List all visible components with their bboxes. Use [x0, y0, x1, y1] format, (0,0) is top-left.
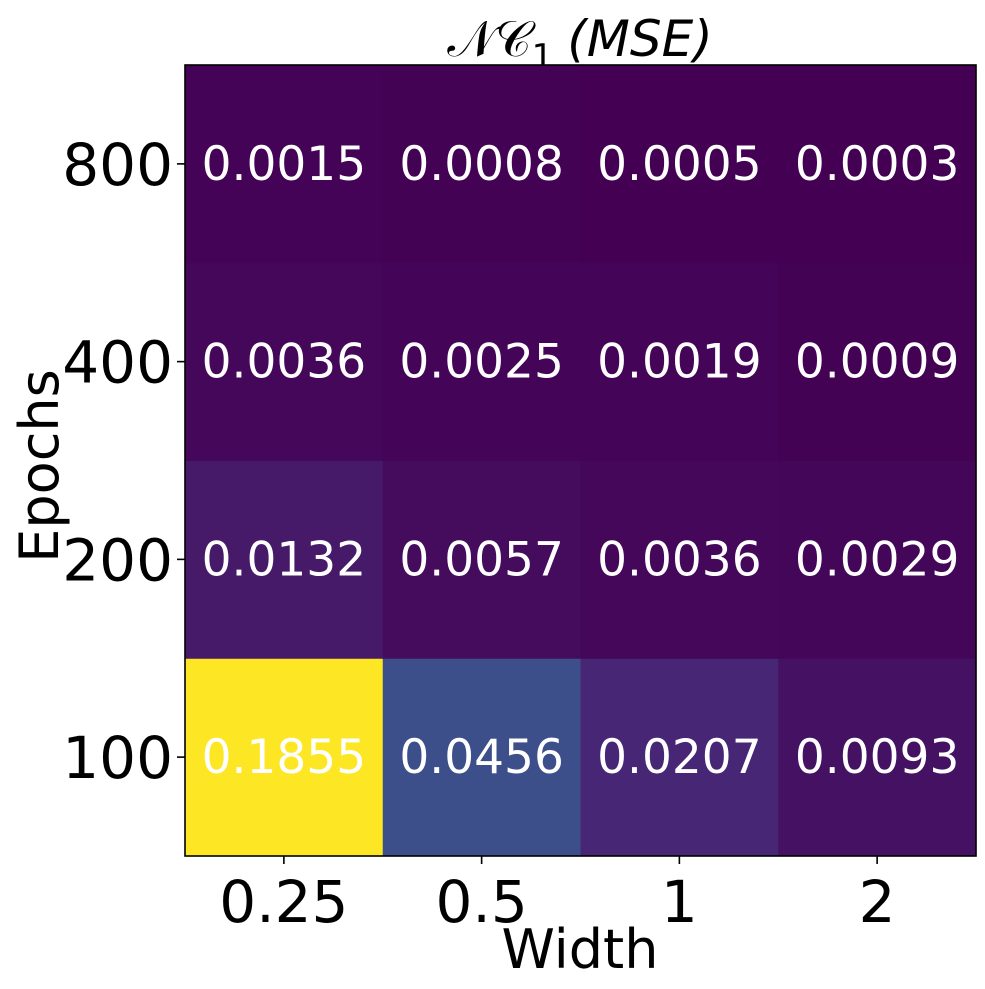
- cell-value-label: 0.0009: [795, 335, 959, 390]
- heatmap-cell: [382, 658, 581, 857]
- x-axis-ticks: 0.25 0.5 1 2: [219, 856, 896, 936]
- heatmap-cell: [580, 460, 779, 659]
- cell-value-label: 0.0005: [597, 137, 761, 192]
- x-axis-label: Width: [502, 918, 659, 981]
- title-paren: (MSE): [567, 10, 712, 68]
- cell-value-label: 0.0025: [399, 335, 563, 390]
- cell-value-label: 0.0008: [399, 137, 563, 192]
- cell-value-label: 0.0036: [597, 532, 761, 587]
- cell-value-label: 0.0036: [202, 335, 366, 390]
- y-axis-label: Epochs: [8, 369, 71, 562]
- cell-value-label: 0.0207: [597, 730, 761, 785]
- title-symbol: 𝒩𝒞: [447, 10, 536, 68]
- heatmap-cell: [778, 460, 977, 659]
- heatmap-cell: [382, 65, 581, 264]
- heatmap-cell: [778, 658, 977, 857]
- y-axis-ticks: 100 200 400 800: [62, 131, 185, 792]
- cell-value-label: 0.0057: [399, 532, 563, 587]
- heatmap-cell: [580, 658, 779, 857]
- x-tick-label: 0.25: [219, 868, 348, 936]
- y-tick-label: 400: [62, 329, 173, 397]
- heatmap-cell: [778, 65, 977, 264]
- y-tick-label: 800: [62, 131, 173, 199]
- heatmap-cell-labels: 0.1855 0.0456 0.0207 0.0093 0.0132 0.0057 0.00…: [202, 137, 960, 785]
- cell-value-label: 0.0456: [399, 730, 563, 785]
- x-tick-label: 1: [661, 868, 698, 936]
- heatmap-cell: [185, 658, 384, 857]
- cell-value-label: 0.0015: [202, 137, 366, 192]
- heatmap-cell: [185, 262, 384, 461]
- heatmap-cell: [382, 262, 581, 461]
- cell-value-label: 0.0003: [795, 137, 959, 192]
- heatmap-cell: [185, 460, 384, 659]
- heatmap-cell: [580, 65, 779, 264]
- heatmap-cell: [382, 460, 581, 659]
- cell-value-label: 0.1855: [202, 730, 366, 785]
- x-tick-label: 2: [859, 868, 896, 936]
- heatmap-cell: [580, 262, 779, 461]
- heatmap-cell: [778, 262, 977, 461]
- x-tick-label: 0.5: [436, 868, 528, 936]
- cell-value-label: 0.0093: [795, 730, 959, 785]
- cell-value-label: 0.0029: [795, 532, 959, 587]
- cell-value-label: 0.0132: [202, 532, 366, 587]
- y-tick-label: 200: [62, 526, 173, 594]
- heatmap-cells: [185, 65, 977, 857]
- y-tick-label: 100: [62, 724, 173, 792]
- plot-frame: [184, 64, 977, 857]
- cell-value-label: 0.0019: [597, 335, 761, 390]
- heatmap-cell: [185, 65, 384, 264]
